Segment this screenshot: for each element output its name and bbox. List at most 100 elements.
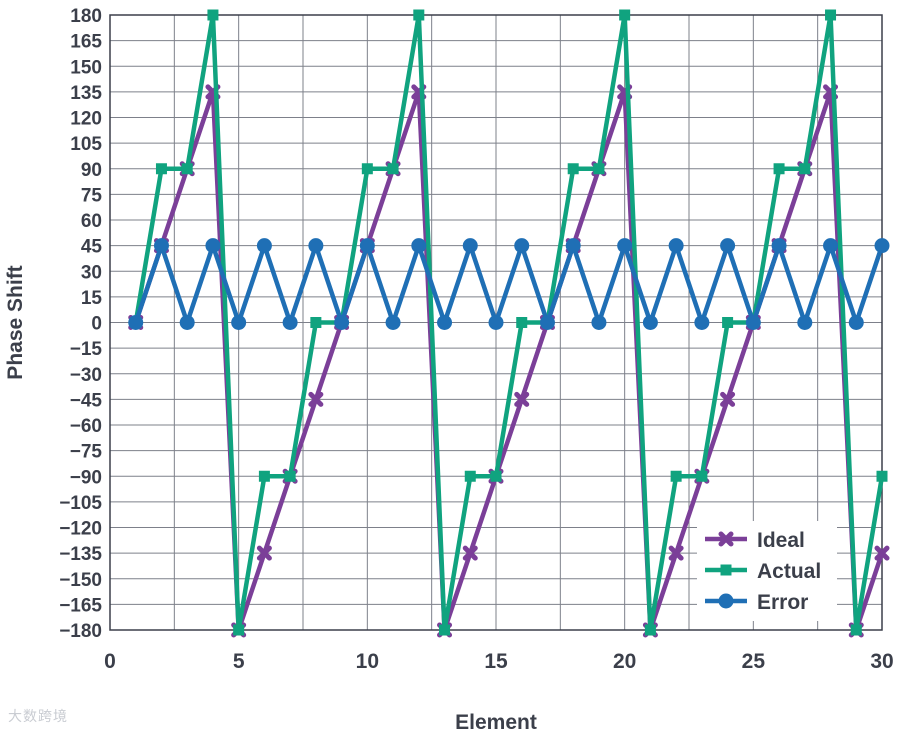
series-actual-point bbox=[490, 470, 502, 482]
y-tick-label: 45 bbox=[81, 237, 103, 258]
y-tick-label: −150 bbox=[59, 570, 102, 591]
series-actual-point bbox=[722, 317, 734, 328]
series-error-point bbox=[205, 238, 221, 254]
y-tick-label: 60 bbox=[81, 211, 102, 232]
x-tick-label: 5 bbox=[233, 650, 245, 673]
series-actual-point bbox=[464, 470, 476, 482]
series-error-point bbox=[385, 315, 401, 330]
series-error-point bbox=[617, 238, 633, 254]
series-error-point bbox=[771, 238, 787, 254]
series-error-point bbox=[539, 315, 555, 330]
series-actual-point bbox=[361, 163, 373, 175]
plot-frame bbox=[109, 14, 883, 631]
series-error-point bbox=[231, 315, 247, 330]
y-axis-label: Phase Shift bbox=[4, 265, 27, 379]
y-tick-label: 15 bbox=[81, 288, 103, 309]
legend-ideal-marker bbox=[718, 531, 734, 547]
series-error-point bbox=[179, 315, 195, 330]
y-tick-label: −105 bbox=[59, 493, 102, 514]
legend-actual-label: Actual bbox=[757, 560, 821, 583]
y-tick-label: 90 bbox=[81, 160, 102, 181]
legend: Ideal Actual Error bbox=[697, 521, 837, 621]
series-error-point bbox=[153, 238, 169, 254]
series-actual-point bbox=[258, 470, 270, 482]
series-actual-point bbox=[233, 624, 245, 636]
x-tick-label: 20 bbox=[613, 650, 636, 673]
series-actual-point bbox=[387, 163, 399, 175]
legend-error-marker bbox=[718, 593, 734, 609]
series-actual-point bbox=[155, 163, 167, 175]
series-error-line bbox=[133, 243, 885, 325]
series-ideal-point bbox=[874, 545, 890, 561]
series-actual-point bbox=[413, 9, 425, 21]
series-error-point bbox=[308, 238, 324, 254]
series-ideal-point bbox=[668, 545, 684, 561]
y-tick-label: 180 bbox=[70, 6, 102, 27]
series-ideal-point bbox=[720, 391, 736, 407]
series-actual-point bbox=[181, 163, 193, 175]
series-actual-point bbox=[619, 9, 631, 21]
y-tick-label: 150 bbox=[70, 57, 102, 78]
x-tick-label: 15 bbox=[484, 650, 508, 673]
series-error-point bbox=[848, 315, 864, 330]
y-tick-label: 165 bbox=[70, 32, 102, 53]
legend-item-ideal: Ideal bbox=[705, 529, 805, 552]
series-actual-point bbox=[284, 470, 296, 482]
series-layer bbox=[128, 9, 890, 638]
y-tick-label: 120 bbox=[70, 109, 102, 130]
series-actual-line bbox=[133, 12, 885, 633]
x-tick-label: 0 bbox=[104, 650, 116, 673]
y-tick-label: 30 bbox=[81, 262, 102, 283]
series-error-point bbox=[745, 315, 761, 330]
series-error-point bbox=[411, 238, 427, 254]
series-actual-point bbox=[773, 163, 785, 175]
y-tick-label: −90 bbox=[70, 467, 102, 488]
x-tick-label: 10 bbox=[356, 650, 379, 673]
y-tick-label: 135 bbox=[70, 83, 102, 104]
y-tick-label: −120 bbox=[59, 519, 102, 540]
legend-ideal-label: Ideal bbox=[757, 529, 805, 552]
series-error-point bbox=[668, 238, 684, 254]
series-error-point bbox=[642, 315, 658, 330]
series-error-point bbox=[282, 315, 298, 330]
series-error-point bbox=[128, 315, 144, 330]
series-ideal-point bbox=[462, 545, 478, 561]
y-tick-label: −135 bbox=[59, 544, 102, 565]
y-tick-label: 75 bbox=[81, 185, 103, 206]
series-actual-point bbox=[825, 9, 837, 21]
series-error-point bbox=[720, 238, 736, 254]
series-actual-point bbox=[593, 163, 605, 175]
series-actual-point bbox=[516, 317, 528, 328]
y-tick-label: −180 bbox=[59, 621, 102, 642]
legend-actual-marker bbox=[720, 564, 732, 576]
series-error-point bbox=[514, 238, 530, 254]
legend-error-label: Error bbox=[757, 591, 808, 614]
series-actual-point bbox=[567, 163, 579, 175]
series-actual-point bbox=[439, 624, 451, 636]
series-ideal-point bbox=[256, 545, 272, 561]
series-error bbox=[128, 238, 890, 330]
series-ideal-point bbox=[308, 391, 324, 407]
series-error-point bbox=[462, 238, 478, 254]
y-tick-label: 0 bbox=[91, 314, 102, 335]
legend-item-error: Error bbox=[705, 591, 808, 614]
series-error-point bbox=[797, 315, 813, 330]
series-error-point bbox=[359, 238, 375, 254]
series-actual-point bbox=[207, 9, 219, 21]
y-tick-label: −30 bbox=[70, 365, 102, 386]
y-tick-label: −15 bbox=[70, 339, 103, 360]
x-axis-label: Element bbox=[455, 711, 537, 734]
series-error-point bbox=[874, 238, 890, 254]
series-error-point bbox=[694, 315, 710, 330]
y-axis-ticks: 1801651501351201059075604530150−15−30−45… bbox=[59, 6, 102, 642]
series-error-point bbox=[823, 238, 839, 254]
y-tick-label: −60 bbox=[70, 416, 102, 437]
series-error-point bbox=[591, 315, 607, 330]
series-actual-point bbox=[644, 624, 656, 636]
series-actual-point bbox=[850, 624, 862, 636]
watermark: 大数跨境 bbox=[8, 709, 68, 725]
series-error-point bbox=[256, 238, 272, 254]
y-tick-label: −165 bbox=[59, 595, 102, 616]
series-ideal-point bbox=[514, 391, 530, 407]
